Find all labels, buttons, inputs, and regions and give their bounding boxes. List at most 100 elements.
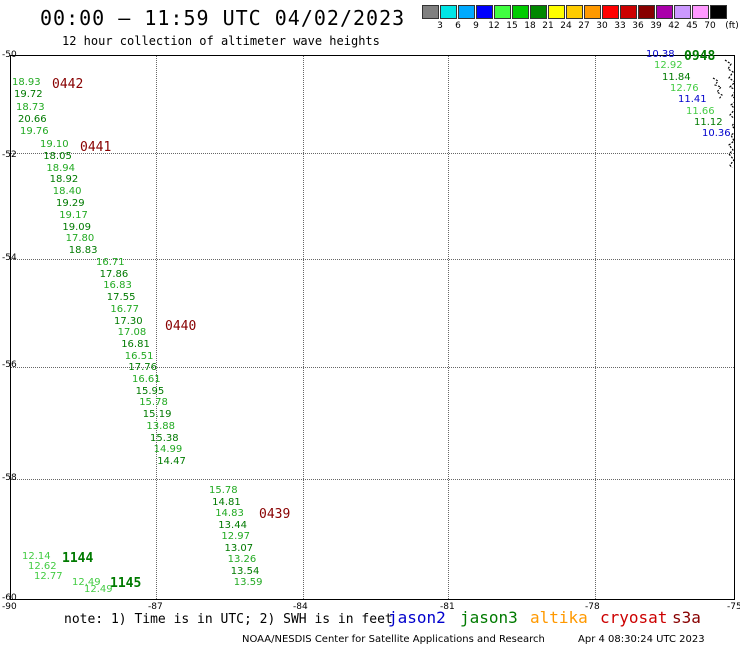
pass-time-label: 0439 xyxy=(259,507,291,522)
wave-height-value: 12.14 xyxy=(22,551,51,562)
coastline-shape xyxy=(712,59,734,168)
pass-time-label: 0442 xyxy=(52,77,84,92)
wave-height-value: 13.59 xyxy=(233,577,263,588)
wave-height-value: 16.83 xyxy=(103,280,132,292)
color-scale-label: 24 xyxy=(560,21,572,31)
color-scale-label: 70 xyxy=(704,21,716,31)
wave-height-value: 12.92 xyxy=(654,60,683,72)
chart-title: 00:00 – 11:59 UTC 04/02/2023 xyxy=(40,6,406,30)
wave-height-value: 12.97 xyxy=(221,531,251,542)
wave-height-value: 14.83 xyxy=(215,508,244,519)
latitude-label: -52 xyxy=(2,150,17,160)
color-scale: 3 6 9 12 15 18 21 24 27 30 33 36 39 42 45 70 (ft) xyxy=(422,5,739,33)
wave-height-value: 18.83 xyxy=(68,245,98,257)
color-swatch xyxy=(584,5,601,19)
color-swatch xyxy=(530,5,547,19)
latitude-label: -50 xyxy=(2,50,17,60)
color-swatch xyxy=(710,5,727,19)
wave-height-value: 16.61 xyxy=(132,374,161,385)
footnote: note: 1) Time is in UTC; 2) SWH is in fe… xyxy=(64,612,393,627)
color-swatch xyxy=(566,5,583,19)
wave-height-value: 12.49 xyxy=(72,577,101,588)
longitude-label: -75 xyxy=(727,602,740,612)
wave-height-value: 11.12 xyxy=(694,116,723,128)
color-swatch xyxy=(494,5,511,19)
wave-height-value: 10.38 xyxy=(646,49,675,60)
legend-s3a: s3a xyxy=(672,608,701,627)
wave-height-value: 14.81 xyxy=(212,496,241,508)
wave-height-value: 18.05 xyxy=(43,150,72,162)
legend-cryosat: cryosat xyxy=(600,608,668,627)
longitude-label: -90 xyxy=(2,602,17,612)
color-swatch xyxy=(620,5,637,19)
wave-height-value: 14.47 xyxy=(157,455,186,467)
wave-height-value: 12.77 xyxy=(34,571,63,582)
color-scale-label: 39 xyxy=(650,21,662,31)
generated-timestamp: Apr 4 08:30:24 UTC 2023 xyxy=(578,634,705,645)
color-scale-label: 33 xyxy=(614,21,626,31)
color-swatch xyxy=(458,5,475,19)
wave-height-value: 15.95 xyxy=(135,385,165,397)
pass-time-label: 0441 xyxy=(80,140,112,155)
meridian-gridline xyxy=(156,56,157,599)
wave-height-value: 15.38 xyxy=(150,432,179,444)
wave-height-value: 17.86 xyxy=(99,268,129,280)
color-swatch xyxy=(476,5,493,19)
longitude-label: -87 xyxy=(148,602,163,612)
color-scale-label: 27 xyxy=(578,21,590,31)
wave-height-value: 16.71 xyxy=(96,257,125,268)
wave-height-value: 11.84 xyxy=(662,71,691,83)
meridian-gridline xyxy=(595,56,596,599)
longitude-label: -84 xyxy=(293,602,308,612)
wave-height-value: 16.77 xyxy=(110,303,140,315)
pass-time-label: 1144 xyxy=(62,551,94,566)
color-scale-label: 18 xyxy=(524,21,536,31)
parallel-gridline xyxy=(11,153,734,154)
chart-subtitle: 12 hour collection of altimeter wave hei… xyxy=(62,34,380,48)
wave-height-value: 15.78 xyxy=(139,397,168,409)
wave-height-value: 13.54 xyxy=(230,565,260,577)
pass-time-label: 1145 xyxy=(110,576,142,591)
wave-height-value: 14.99 xyxy=(153,444,183,456)
parallel-gridline xyxy=(11,367,734,368)
color-scale-unit: (ft) xyxy=(725,21,739,31)
meridian-gridline xyxy=(448,56,449,599)
color-swatch xyxy=(602,5,619,19)
wave-height-value: 11.41 xyxy=(678,94,707,106)
wave-height-value: 17.76 xyxy=(128,362,158,374)
wave-height-value: 13.07 xyxy=(224,542,254,554)
wave-height-value: 10.36 xyxy=(702,128,731,140)
color-swatch xyxy=(656,5,673,19)
wave-height-value: 12.49 xyxy=(84,584,113,595)
wave-height-value: 16.81 xyxy=(121,338,150,350)
wave-height-value: 13.44 xyxy=(218,519,247,531)
legend-altika: altika xyxy=(530,608,588,627)
color-swatch xyxy=(548,5,565,19)
map-area xyxy=(10,55,735,600)
longitude-label: -78 xyxy=(585,602,600,612)
wave-height-value: 17.08 xyxy=(117,327,147,339)
color-scale-label: 3 xyxy=(437,21,443,31)
color-scale-label: 6 xyxy=(455,21,461,31)
wave-height-value: 19.76 xyxy=(20,126,49,138)
color-swatch xyxy=(422,5,439,19)
latitude-label: -54 xyxy=(2,253,17,263)
wave-height-value: 11.66 xyxy=(686,105,715,117)
color-scale-swatches xyxy=(422,5,728,19)
legend-jason2: jason2 xyxy=(388,608,446,627)
wave-height-value: 16.51 xyxy=(124,350,154,362)
wave-height-value: 19.29 xyxy=(56,198,85,209)
wave-height-value: 19.10 xyxy=(40,139,69,150)
wave-height-value: 18.40 xyxy=(52,186,82,198)
color-scale-label: 12 xyxy=(488,21,500,31)
wave-height-value: 19.17 xyxy=(59,209,88,221)
credit-text: NOAA/NESDIS Center for Satellite Applica… xyxy=(242,634,545,645)
color-scale-label: 21 xyxy=(542,21,554,31)
color-scale-label: 9 xyxy=(473,21,479,31)
color-scale-label: 45 xyxy=(686,21,698,31)
color-scale-label: 30 xyxy=(596,21,608,31)
meridian-gridline xyxy=(303,56,304,599)
latitude-label: -58 xyxy=(2,473,17,483)
wave-height-value: 12.76 xyxy=(670,82,699,94)
wave-height-value: 12.62 xyxy=(28,561,57,572)
